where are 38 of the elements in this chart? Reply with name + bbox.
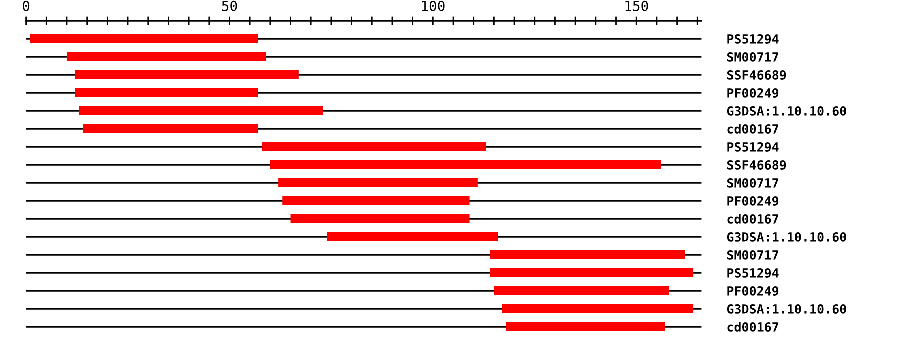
y-tick-label: G3DSA:1.10.10.60 xyxy=(727,304,846,314)
bar xyxy=(262,142,486,152)
bar xyxy=(83,124,258,134)
bar xyxy=(490,268,694,278)
bar xyxy=(270,160,662,170)
x-tick-label: 0 xyxy=(23,0,30,12)
bar xyxy=(290,214,470,224)
y-tick-label: PS51294 xyxy=(728,268,779,278)
bar xyxy=(327,232,498,242)
y-tick-label: PF00249 xyxy=(728,88,779,98)
bar xyxy=(75,70,299,80)
y-tick-label: PS51294 xyxy=(728,142,779,152)
bar xyxy=(75,88,258,98)
bar xyxy=(30,34,258,44)
bar xyxy=(506,322,666,332)
y-tick-label: cd00167 xyxy=(728,124,778,134)
bar xyxy=(282,196,470,206)
y-tick-label: SSF46689 xyxy=(727,70,786,80)
bar xyxy=(278,178,478,188)
x-tick-label: 100 xyxy=(422,0,445,12)
bar xyxy=(66,52,266,62)
bar xyxy=(79,106,324,116)
y-tick-label: cd00167 xyxy=(728,214,778,224)
y-tick-label: PF00249 xyxy=(728,196,779,206)
x-tick-label: 50 xyxy=(222,0,238,12)
y-tick-label: SSF46689 xyxy=(727,160,786,170)
y-tick-label: SM00717 xyxy=(727,52,778,62)
bar xyxy=(490,250,686,260)
y-tick-label: SM00717 xyxy=(727,250,778,260)
y-tick-label: SM00717 xyxy=(727,178,778,188)
y-tick-label: G3DSA:1.10.10.60 xyxy=(727,232,846,242)
bar xyxy=(494,286,670,296)
bar xyxy=(502,304,694,314)
y-tick-label: G3DSA:1.10.10.60 xyxy=(727,106,846,116)
x-tick-label: 150 xyxy=(626,0,648,12)
y-tick-label: PF00249 xyxy=(728,286,779,296)
y-tick-label: PS51294 xyxy=(728,34,779,44)
y-tick-label: cd00167 xyxy=(728,322,778,332)
